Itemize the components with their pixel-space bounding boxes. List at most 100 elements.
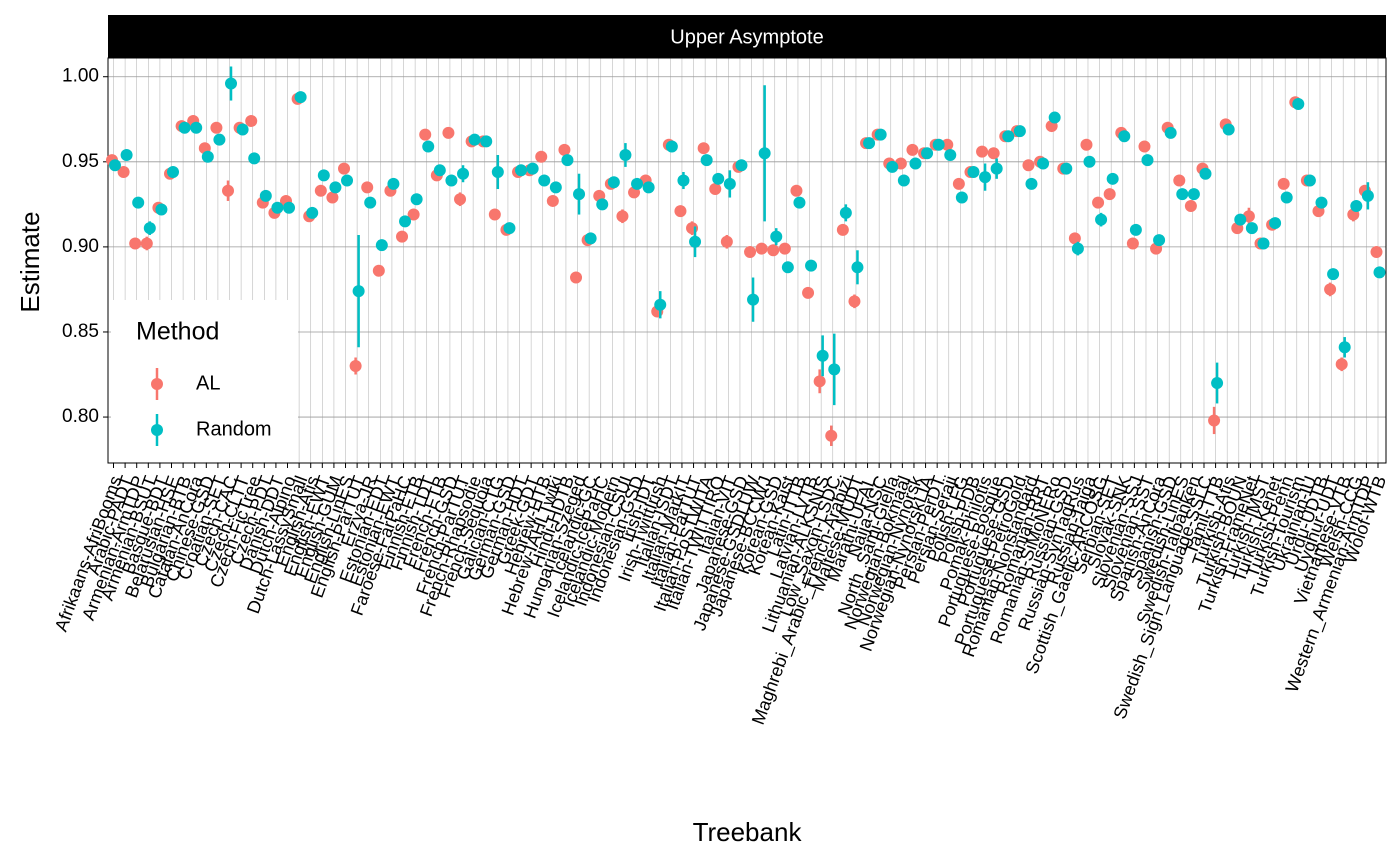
point — [140, 237, 153, 250]
point — [407, 208, 420, 221]
point — [457, 167, 470, 180]
point — [538, 174, 551, 187]
point — [1361, 189, 1374, 202]
point — [723, 177, 736, 190]
point — [976, 145, 989, 158]
panel-border — [107, 57, 1387, 464]
point — [770, 230, 783, 243]
point — [1141, 154, 1154, 167]
point — [874, 128, 887, 141]
point — [906, 143, 919, 156]
point — [364, 196, 377, 209]
point — [515, 164, 528, 177]
point — [549, 181, 562, 194]
point — [361, 181, 374, 194]
point — [468, 133, 481, 146]
point — [825, 429, 838, 442]
point — [848, 295, 861, 308]
point — [944, 148, 957, 161]
point — [584, 232, 597, 245]
point — [952, 177, 965, 190]
point — [225, 77, 238, 90]
point — [1118, 130, 1131, 143]
point — [1315, 196, 1328, 209]
point — [503, 222, 516, 235]
strip — [108, 15, 1386, 58]
y-axis-title: Estimate — [15, 211, 45, 312]
point — [921, 147, 934, 160]
point — [178, 121, 191, 134]
legend-key — [151, 424, 163, 436]
point — [419, 128, 432, 141]
legend-box — [111, 300, 298, 462]
point — [294, 91, 307, 104]
point — [654, 298, 667, 311]
point — [1187, 188, 1200, 201]
point — [1303, 174, 1316, 187]
point — [758, 147, 771, 160]
point — [341, 174, 354, 187]
point — [1277, 177, 1290, 190]
point — [1338, 341, 1351, 354]
point — [631, 177, 644, 190]
point — [897, 174, 910, 187]
point — [132, 196, 145, 209]
point — [1103, 188, 1116, 201]
point — [314, 184, 327, 197]
y-tick-label: 0.90 — [62, 236, 99, 257]
point — [1080, 138, 1093, 151]
point — [222, 184, 235, 197]
point — [167, 166, 180, 179]
point — [596, 198, 609, 211]
point — [1208, 414, 1221, 427]
y-tick-label: 0.85 — [62, 321, 99, 342]
point — [1060, 162, 1073, 175]
point — [839, 206, 852, 219]
point — [1234, 213, 1247, 226]
point — [535, 150, 548, 163]
point — [1025, 177, 1038, 190]
point — [1257, 237, 1270, 250]
y-tick-label: 0.80 — [62, 406, 99, 427]
point — [836, 223, 849, 236]
point — [396, 230, 409, 243]
legend-label: Random — [196, 418, 272, 440]
point — [1106, 172, 1119, 185]
point — [1222, 123, 1235, 136]
legend-key — [151, 378, 163, 390]
point — [1370, 245, 1383, 258]
point — [1138, 140, 1151, 153]
point — [793, 196, 806, 209]
point — [955, 191, 968, 204]
point — [813, 375, 826, 388]
point — [700, 154, 713, 167]
point — [778, 242, 791, 255]
point — [445, 174, 458, 187]
point — [1037, 157, 1050, 170]
point — [442, 126, 455, 139]
point — [607, 176, 620, 189]
point — [755, 242, 768, 255]
point — [816, 349, 829, 362]
point — [454, 193, 467, 206]
point — [665, 140, 678, 153]
point — [909, 157, 922, 170]
legend-label: AL — [196, 372, 220, 394]
point — [1184, 200, 1197, 213]
point — [979, 171, 992, 184]
point — [1173, 174, 1186, 187]
point — [259, 189, 272, 202]
point — [375, 239, 388, 252]
point — [767, 244, 780, 257]
point — [735, 159, 748, 172]
strip-title: Upper Asymptote — [670, 26, 823, 48]
point — [619, 148, 632, 161]
point — [712, 172, 725, 185]
point — [720, 235, 733, 248]
point — [352, 285, 365, 298]
point — [781, 261, 794, 274]
point — [828, 363, 841, 376]
point — [326, 191, 339, 204]
point — [570, 271, 583, 284]
